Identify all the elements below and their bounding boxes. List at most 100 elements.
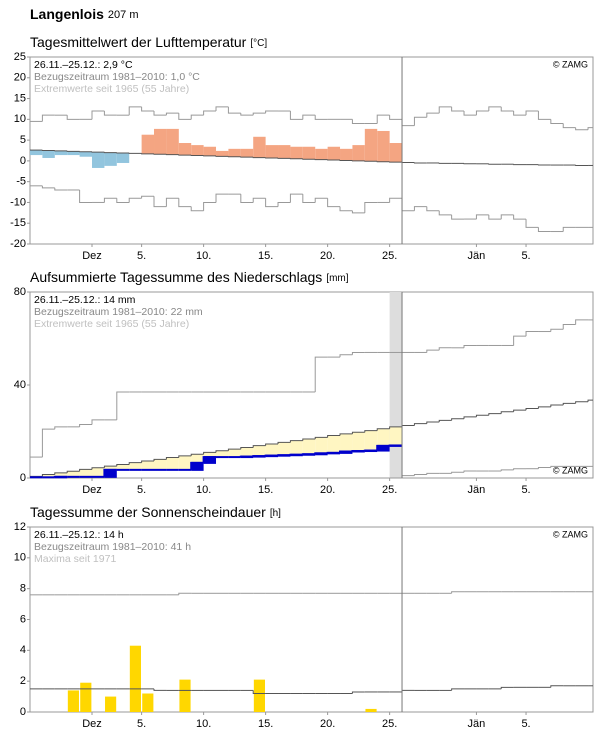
panel-unit: [mm] [326,273,348,284]
plot-frame [29,526,594,713]
annotation: Maxima seit 1971 [34,553,116,565]
credit: © ZAMG [553,529,588,539]
anomaly-bar [116,152,130,163]
x-tick-label: Jän [468,718,486,729]
anomaly-bar [178,143,192,156]
extreme-min-line [339,206,353,212]
anomaly-bar [67,151,80,156]
extreme-max-line [339,354,353,358]
normal-line [513,409,527,412]
extreme-max-line [190,114,204,120]
extreme-min-line [413,474,427,476]
extreme-max-line [575,319,589,325]
extreme-max-line [91,110,105,120]
y-tick-label: -15 [10,217,26,229]
y-tick-label: -20 [10,238,26,250]
extreme-max-line [215,106,229,112]
extreme-min-line [54,187,68,191]
panel-title: Tagesmittelwert der Lufttemperatur [°C] [30,34,267,50]
deficit-fill [104,466,117,470]
normal-line [128,462,142,465]
station-name: Langenlois [30,6,104,22]
extreme-max-line [240,113,254,116]
deficit-fill [265,444,279,456]
deficit-fill [240,447,254,457]
normal-line [575,401,589,404]
station-title: Langenlois 207 m [30,6,138,22]
extreme-min-line [240,194,254,203]
bar [67,690,79,712]
extreme-min-line [351,210,365,214]
extreme-min-line [302,194,316,203]
deficit-fill [178,455,192,470]
x-tick-label: 10. [196,718,211,729]
x-tick-label: 25. [382,484,397,496]
extreme-max-line [103,111,117,116]
extreme-min-line [426,206,440,212]
extreme-max-line [438,347,452,351]
anomaly-bar [42,150,55,158]
extreme-min-line [550,465,564,468]
daily-increment [265,454,279,458]
extreme-min-line [463,470,477,473]
anomaly-bar [265,145,279,158]
extreme-max-line [475,110,489,116]
extreme-max-line [141,106,155,112]
x-tick-label: Dez [82,250,102,262]
extreme-min-line [513,468,527,470]
x-tick-label: 5. [521,250,530,262]
anomaly-bar [315,148,328,160]
normal-line [190,453,204,456]
normal-line [79,468,93,472]
extreme-max-line [426,112,440,118]
y-tick-label: 10 [14,113,26,125]
y-tick-label: 0 [20,155,26,167]
extreme-max-line [525,110,539,116]
daily-increment [240,455,254,459]
daily-increment [191,461,204,471]
x-tick-label: Dez [82,718,102,729]
anomaly-bar [228,148,241,157]
daily-increment [327,451,341,455]
anomaly-bar [54,150,68,156]
normal-line [364,430,378,433]
anomaly-bar [191,145,204,156]
x-tick-label: 15. [258,718,273,729]
normal-line [550,685,564,688]
extreme-max-line [314,115,328,120]
annotation: Bezugszeitraum 1981–2010: 1,0 °C [34,71,200,83]
panel-unit: [°C] [250,38,267,49]
normal-line [463,416,477,419]
y-tick-label: 12 [14,521,26,533]
x-tick-label: 25. [382,250,397,262]
extreme-max-line [265,110,279,114]
deficit-fill [315,437,328,454]
extreme-min-line [537,467,551,469]
normal-line [178,455,192,458]
panel: Tagesmittelwert der Lufttemperatur [°C] -2… [10,34,594,262]
normal-line [203,451,217,455]
extreme-min-line [562,226,576,232]
normal-line [413,423,427,426]
deficit-fill [141,461,155,470]
credit: © ZAMG [553,465,588,475]
normal-line [351,691,365,694]
extreme-min-line [178,198,192,208]
normal-line [488,413,502,416]
panel-title: Aufsummierte Tagessumme des Niederschlag… [30,269,349,285]
daily-increment [377,444,390,452]
normal-line [215,450,229,453]
y-tick-label: 2 [20,675,26,687]
daily-increment [364,449,378,453]
x-tick-label: 10. [196,250,211,262]
extreme-max-line [79,424,93,427]
bar [129,645,141,712]
anomaly-bar [154,128,167,155]
extreme-max-line [451,106,465,112]
extreme-min-line [265,198,279,208]
daily-increment [302,453,316,456]
anomaly-bar [290,146,303,159]
deficit-fill [154,459,167,470]
normal-line [302,438,316,441]
anomaly-bar [302,146,316,160]
